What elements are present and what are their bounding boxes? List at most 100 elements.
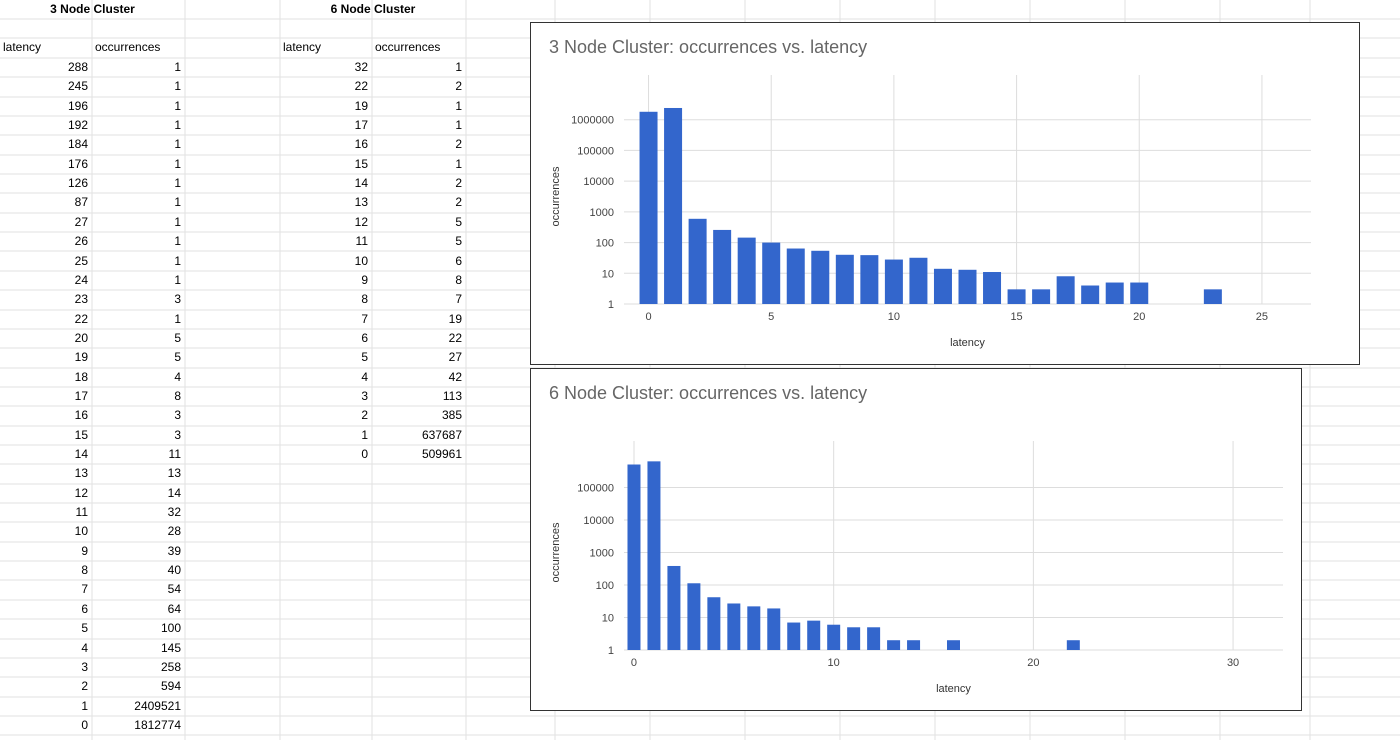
cell-latency[interactable]: 126 xyxy=(67,176,88,191)
cell-latency[interactable]: 32 xyxy=(354,60,368,74)
cell-occurrences[interactable]: 1 xyxy=(174,156,181,171)
cell-latency[interactable]: 2 xyxy=(361,408,368,423)
cell-latency[interactable]: 8 xyxy=(81,563,88,578)
cell-latency[interactable]: 4 xyxy=(361,369,368,384)
cell-occurrences[interactable]: 2409521 xyxy=(134,698,181,713)
cell-occurrences[interactable]: 8 xyxy=(174,388,181,403)
cell-occurrences[interactable]: 5 xyxy=(174,350,181,365)
cell-occurrences[interactable]: 1 xyxy=(174,214,181,229)
cell-occurrences[interactable]: 2 xyxy=(455,195,462,210)
cell-latency[interactable]: 192 xyxy=(67,118,88,133)
cell-latency[interactable]: 22 xyxy=(74,311,88,326)
cell-latency[interactable]: 1 xyxy=(361,427,368,442)
cell-latency[interactable]: 18 xyxy=(74,369,88,384)
cell-occurrences[interactable]: 7 xyxy=(455,292,462,307)
cell-latency[interactable]: 15 xyxy=(354,156,368,171)
cell-occurrences[interactable]: 42 xyxy=(448,369,462,384)
cell-latency[interactable]: 12 xyxy=(74,485,88,500)
cell-occurrences[interactable]: 28 xyxy=(167,524,181,539)
cell-latency[interactable]: 12 xyxy=(354,214,368,229)
cell-latency[interactable]: 0 xyxy=(81,717,88,732)
cell-occurrences[interactable]: 4 xyxy=(174,369,181,384)
cell-occurrences[interactable]: 1 xyxy=(455,98,462,113)
cell-latency[interactable]: 3 xyxy=(361,388,368,403)
cell-occurrences[interactable]: 1 xyxy=(174,311,181,326)
cell-occurrences[interactable]: 27 xyxy=(448,350,462,365)
cell-latency[interactable]: 16 xyxy=(74,408,88,423)
cell-occurrences[interactable]: 3 xyxy=(174,408,181,423)
cell-latency[interactable]: 184 xyxy=(67,137,88,152)
cell-occurrences[interactable]: 145 xyxy=(160,640,181,655)
cell-occurrences[interactable]: 1 xyxy=(174,234,181,249)
cell-latency[interactable]: 15 xyxy=(74,427,88,442)
cell-occurrences[interactable]: 2 xyxy=(455,79,462,94)
cell-latency[interactable]: 5 xyxy=(361,350,368,365)
cell-latency[interactable]: 13 xyxy=(74,466,88,481)
cell-occurrences[interactable]: 2 xyxy=(455,137,462,152)
cell-latency[interactable]: 87 xyxy=(74,195,88,210)
cell-latency[interactable]: 11 xyxy=(75,505,88,520)
cell-latency[interactable]: 8 xyxy=(361,292,368,307)
cell-occurrences[interactable]: 3 xyxy=(174,427,181,442)
cell-occurrences[interactable]: 54 xyxy=(167,582,181,597)
cell-latency[interactable]: 10 xyxy=(74,524,88,539)
cell-occurrences[interactable]: 385 xyxy=(441,408,462,423)
cell-latency[interactable]: 11 xyxy=(355,234,368,249)
cell-latency[interactable]: 10 xyxy=(354,253,368,268)
cell-occurrences[interactable]: 1 xyxy=(174,137,181,152)
cell-latency[interactable]: 5 xyxy=(81,621,88,636)
cell-latency[interactable]: 0 xyxy=(361,447,368,461)
cell-latency[interactable]: 196 xyxy=(67,98,88,113)
cell-occurrences[interactable]: 3 xyxy=(174,292,181,307)
cell-latency[interactable]: 27 xyxy=(74,214,88,229)
cell-occurrences[interactable]: 1 xyxy=(174,79,181,94)
cell-occurrences[interactable]: 32 xyxy=(167,505,181,520)
cell-latency[interactable]: 20 xyxy=(74,330,88,345)
cell-latency[interactable]: 6 xyxy=(361,330,368,345)
cell-latency[interactable]: 17 xyxy=(354,118,368,133)
cell-occurrences[interactable]: 64 xyxy=(167,601,181,616)
cell-latency[interactable]: 1 xyxy=(81,698,88,713)
cell-latency[interactable]: 9 xyxy=(361,272,368,287)
cell-occurrences[interactable]: 13 xyxy=(167,466,181,481)
cell-latency[interactable]: 9 xyxy=(81,543,88,558)
cell-latency[interactable]: 16 xyxy=(354,137,368,152)
cell-occurrences[interactable]: 100 xyxy=(160,621,181,636)
cell-latency[interactable]: 24 xyxy=(74,272,88,287)
cell-occurrences[interactable]: 40 xyxy=(167,563,181,578)
cell-latency[interactable]: 4 xyxy=(81,640,88,655)
cell-latency[interactable]: 17 xyxy=(74,388,88,403)
cell-latency[interactable]: 6 xyxy=(81,601,88,616)
cell-occurrences[interactable]: 1 xyxy=(174,253,181,268)
cell-occurrences[interactable]: 5 xyxy=(174,330,181,345)
cell-occurrences[interactable]: 258 xyxy=(160,659,181,674)
cell-occurrences[interactable]: 6 xyxy=(455,253,462,268)
cell-occurrences[interactable]: 1 xyxy=(174,60,181,74)
cell-occurrences[interactable]: 11 xyxy=(168,447,181,461)
cell-occurrences[interactable]: 1 xyxy=(455,118,462,133)
cell-occurrences[interactable]: 1 xyxy=(174,118,181,133)
cell-occurrences[interactable]: 637687 xyxy=(421,427,462,442)
cell-latency[interactable]: 176 xyxy=(67,156,88,171)
cell-occurrences[interactable]: 22 xyxy=(448,330,462,345)
cell-latency[interactable]: 3 xyxy=(81,659,88,674)
cell-occurrences[interactable]: 2 xyxy=(455,176,462,191)
cell-occurrences[interactable]: 19 xyxy=(448,311,462,326)
cell-occurrences[interactable]: 1812774 xyxy=(134,717,181,732)
cell-latency[interactable]: 22 xyxy=(354,79,368,94)
cell-latency[interactable]: 25 xyxy=(74,253,88,268)
cell-occurrences[interactable]: 8 xyxy=(455,272,462,287)
chart-6node[interactable]: 6 Node Cluster: occurrences vs. latency … xyxy=(530,368,1302,711)
cell-occurrences[interactable]: 1 xyxy=(455,156,462,171)
cell-occurrences[interactable]: 5 xyxy=(455,234,462,249)
cell-occurrences[interactable]: 1 xyxy=(174,176,181,191)
cell-occurrences[interactable]: 1 xyxy=(174,195,181,210)
cell-occurrences[interactable]: 594 xyxy=(160,679,181,694)
cell-latency[interactable]: 13 xyxy=(354,195,368,210)
cell-latency[interactable]: 14 xyxy=(74,447,88,461)
cell-occurrences[interactable]: 509961 xyxy=(421,447,462,461)
cell-occurrences[interactable]: 1 xyxy=(455,60,462,74)
cell-latency[interactable]: 26 xyxy=(74,234,88,249)
cell-latency[interactable]: 19 xyxy=(354,98,368,113)
chart-3node[interactable]: 3 Node Cluster: occurrences vs. latency … xyxy=(530,22,1360,365)
